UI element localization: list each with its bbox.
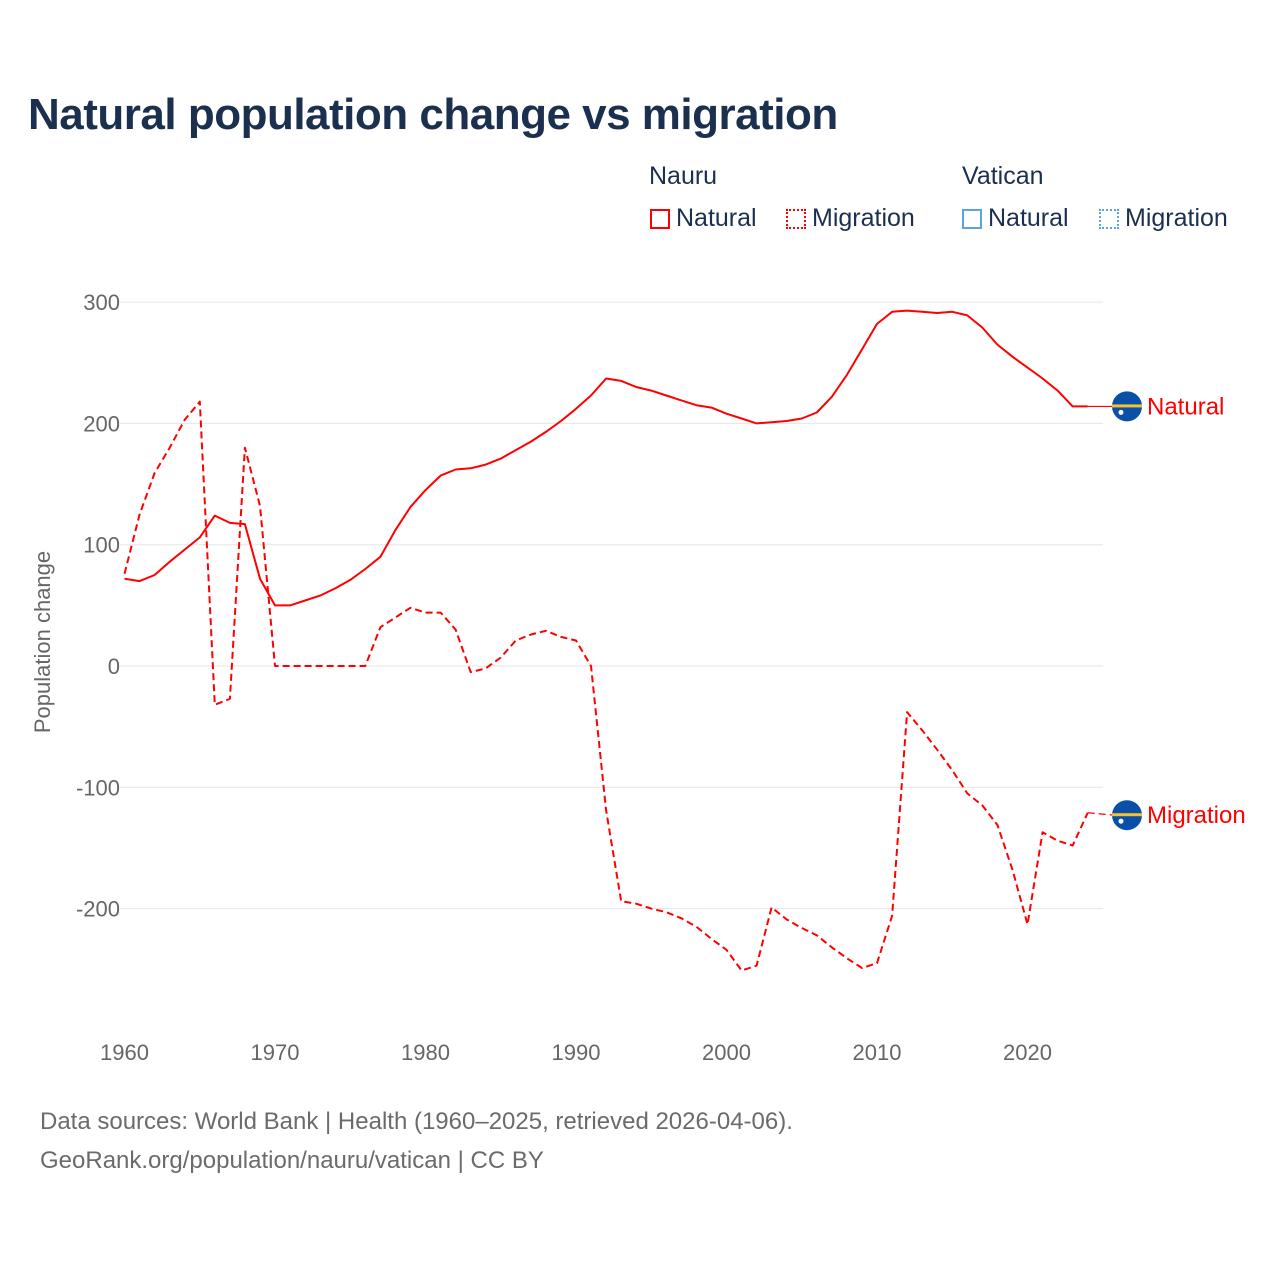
x-tick-label: 1990 xyxy=(552,1040,601,1065)
legend-nauru-natural[interactable]: Natural xyxy=(650,204,757,233)
legend-swatch-dotted xyxy=(1099,208,1119,229)
legend-nauru-migration[interactable]: Migration xyxy=(786,204,915,233)
legend-vatican-migration[interactable]: Migration xyxy=(1099,204,1228,233)
end-label-migration: Migration xyxy=(1147,802,1246,829)
series-line-natural xyxy=(124,309,1088,607)
legend-group-nauru: Nauru xyxy=(649,162,718,190)
legend-group-vatican: Vatican xyxy=(962,162,1044,190)
y-tick-label: 300 xyxy=(83,290,120,315)
legend-swatch-solid xyxy=(962,208,982,229)
y-tick-label: -100 xyxy=(76,775,120,800)
series-connector xyxy=(1087,812,1116,816)
nauru-flag-icon xyxy=(1112,800,1142,831)
footer-attribution: GeoRank.org/population/nauru/vatican | C… xyxy=(40,1147,544,1174)
x-tick-label: 2020 xyxy=(1003,1040,1052,1065)
y-tick-label: 200 xyxy=(83,411,120,436)
x-tick-label: 2000 xyxy=(702,1040,751,1065)
x-tick-label: 2010 xyxy=(853,1040,902,1065)
nauru-flag-icon xyxy=(1112,391,1142,422)
footer-sources: Data sources: World Bank | Health (1960–… xyxy=(40,1108,793,1135)
y-tick-label: -200 xyxy=(76,897,120,922)
chart-title: Natural population change vs migration xyxy=(28,90,838,139)
x-tick-label: 1970 xyxy=(251,1040,300,1065)
y-tick-label: 0 xyxy=(108,654,120,679)
legend-label: Migration xyxy=(812,204,915,232)
legend-label: Natural xyxy=(988,204,1069,232)
legend-label: Migration xyxy=(1125,204,1228,232)
x-tick-label: 1960 xyxy=(100,1040,149,1065)
series-line-migration xyxy=(123,400,1089,972)
x-tick-label: 1980 xyxy=(401,1040,450,1065)
y-tick-label: 100 xyxy=(83,533,120,558)
legend-swatch-solid xyxy=(650,208,670,229)
end-label-natural: Natural xyxy=(1147,393,1224,420)
legend-swatch-dotted xyxy=(786,208,806,229)
legend-vatican-natural[interactable]: Natural xyxy=(962,204,1069,233)
legend-label: Natural xyxy=(676,204,757,232)
y-axis-label: Population change xyxy=(30,551,55,733)
